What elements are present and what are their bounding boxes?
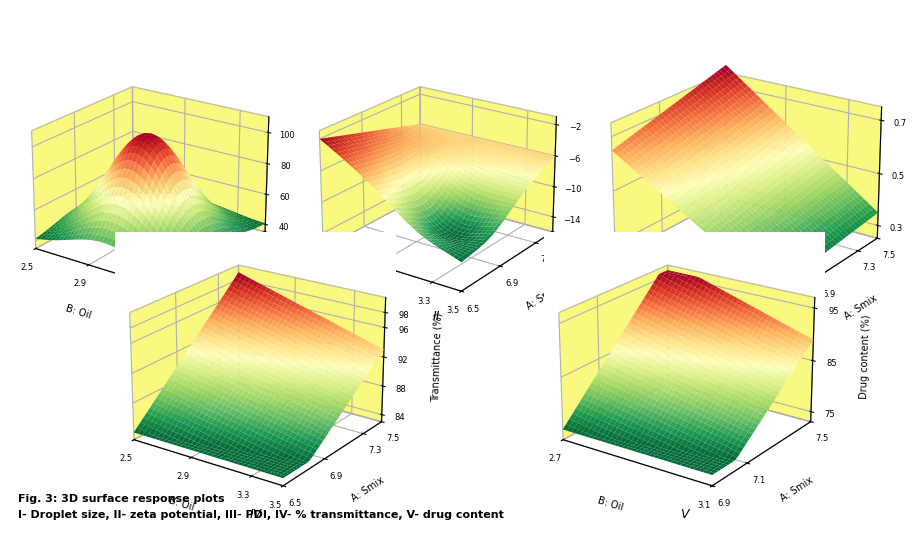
X-axis label: B: Oil: B: Oil	[597, 496, 624, 513]
Title: IV: IV	[249, 508, 262, 521]
Title: I: I	[146, 310, 151, 323]
X-axis label: B: Oil: B: Oil	[168, 496, 195, 513]
Y-axis label: A: Smix: A: Smix	[779, 475, 815, 504]
Title: III: III	[739, 330, 750, 343]
Text: I- Droplet size, II- zeta potential, III- PDI, IV- % transmittance, V- drug cont: I- Droplet size, II- zeta potential, III…	[18, 510, 504, 521]
Y-axis label: A: Smix: A: Smix	[843, 294, 879, 322]
Y-axis label: A: Smix: A: Smix	[350, 475, 386, 504]
Title: II: II	[432, 310, 440, 323]
Title: V: V	[680, 508, 689, 521]
Y-axis label: A: Smix: A: Smix	[524, 283, 561, 312]
X-axis label: B: Oil: B: Oil	[64, 303, 92, 320]
Y-axis label: A: Smix: A: Smix	[236, 283, 273, 312]
X-axis label: B: Oil: B: Oil	[352, 303, 380, 320]
X-axis label: B: Oil: B: Oil	[654, 315, 681, 332]
Text: Fig. 3: 3D surface response plots: Fig. 3: 3D surface response plots	[18, 494, 225, 504]
